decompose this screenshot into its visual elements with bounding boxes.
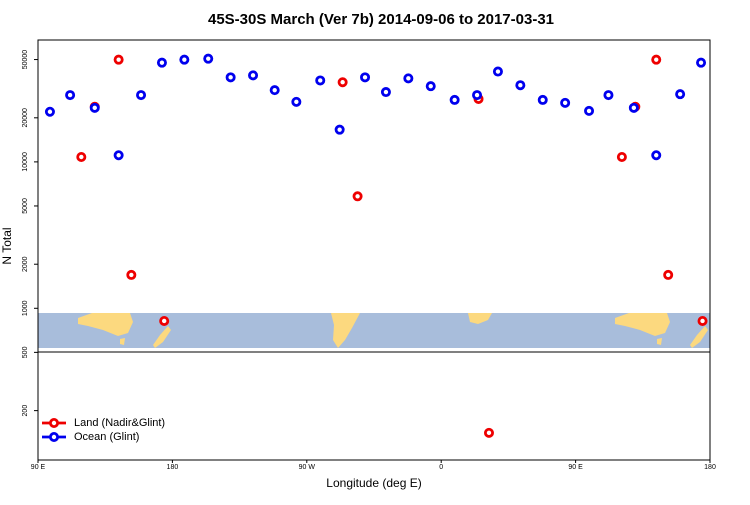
data-point xyxy=(380,87,391,98)
data-point xyxy=(65,90,76,101)
data-point xyxy=(537,94,548,105)
data-point xyxy=(651,54,662,65)
data-point xyxy=(483,427,494,438)
data-point xyxy=(44,106,55,117)
data-point xyxy=(628,102,639,113)
data-point xyxy=(113,150,124,161)
data-point xyxy=(449,94,460,105)
data-point xyxy=(269,85,280,96)
data-point xyxy=(584,105,595,116)
data-point xyxy=(697,315,708,326)
data-point xyxy=(156,57,167,68)
data-point xyxy=(126,269,137,280)
data-point xyxy=(696,57,707,68)
x-tick-label: 180 xyxy=(167,464,179,471)
data-point xyxy=(515,80,526,91)
chart-title: 45S-30S March (Ver 7b) 2014-09-06 to 201… xyxy=(208,11,554,28)
x-axis-label: Longitude (deg E) xyxy=(326,476,421,490)
y-tick-label: 5000 xyxy=(22,198,29,214)
x-tick-label: 90 E xyxy=(568,464,583,471)
y-tick-label: 20000 xyxy=(22,108,29,128)
x-tick-label: 180 xyxy=(704,464,716,471)
data-point xyxy=(403,73,414,84)
data-point xyxy=(291,96,302,107)
data-point xyxy=(603,90,614,101)
x-tick-label: 0 xyxy=(439,464,443,471)
plot-frame xyxy=(37,39,711,461)
data-point xyxy=(203,53,214,64)
legend-marker xyxy=(49,431,60,442)
data-point xyxy=(136,90,147,101)
data-point xyxy=(337,77,348,88)
data-point xyxy=(675,89,686,100)
data-point xyxy=(472,90,483,101)
data-point xyxy=(179,54,190,65)
y-tick-label: 200 xyxy=(22,405,29,417)
y-tick-label: 10000 xyxy=(22,152,29,172)
y-tick-label: 1000 xyxy=(22,300,29,316)
y-tick-label: 500 xyxy=(22,346,29,358)
data-point xyxy=(315,75,326,86)
data-point xyxy=(360,72,371,83)
data-point xyxy=(76,151,87,162)
data-point xyxy=(113,54,124,65)
data-point xyxy=(663,269,674,280)
data-point xyxy=(560,97,571,108)
data-point xyxy=(492,66,503,77)
data-point xyxy=(616,151,627,162)
data-point xyxy=(334,124,345,135)
data-point xyxy=(651,150,662,161)
data-point xyxy=(225,72,236,83)
legend-marker xyxy=(49,417,60,428)
map-strip xyxy=(38,313,710,348)
data-point xyxy=(159,315,170,326)
data-point xyxy=(352,191,363,202)
y-tick-label: 2000 xyxy=(22,256,29,272)
legend-label: Land (Nadir&Glint) xyxy=(74,417,165,429)
y-axis-label: N Total xyxy=(0,227,14,264)
x-tick-label: 90 W xyxy=(299,464,316,471)
data-point xyxy=(425,81,436,92)
x-tick-label: 90 E xyxy=(31,464,46,471)
data-point xyxy=(89,102,100,113)
legend-label: Ocean (Glint) xyxy=(74,431,139,443)
data-point xyxy=(248,70,259,81)
y-tick-label: 50000 xyxy=(22,50,29,70)
